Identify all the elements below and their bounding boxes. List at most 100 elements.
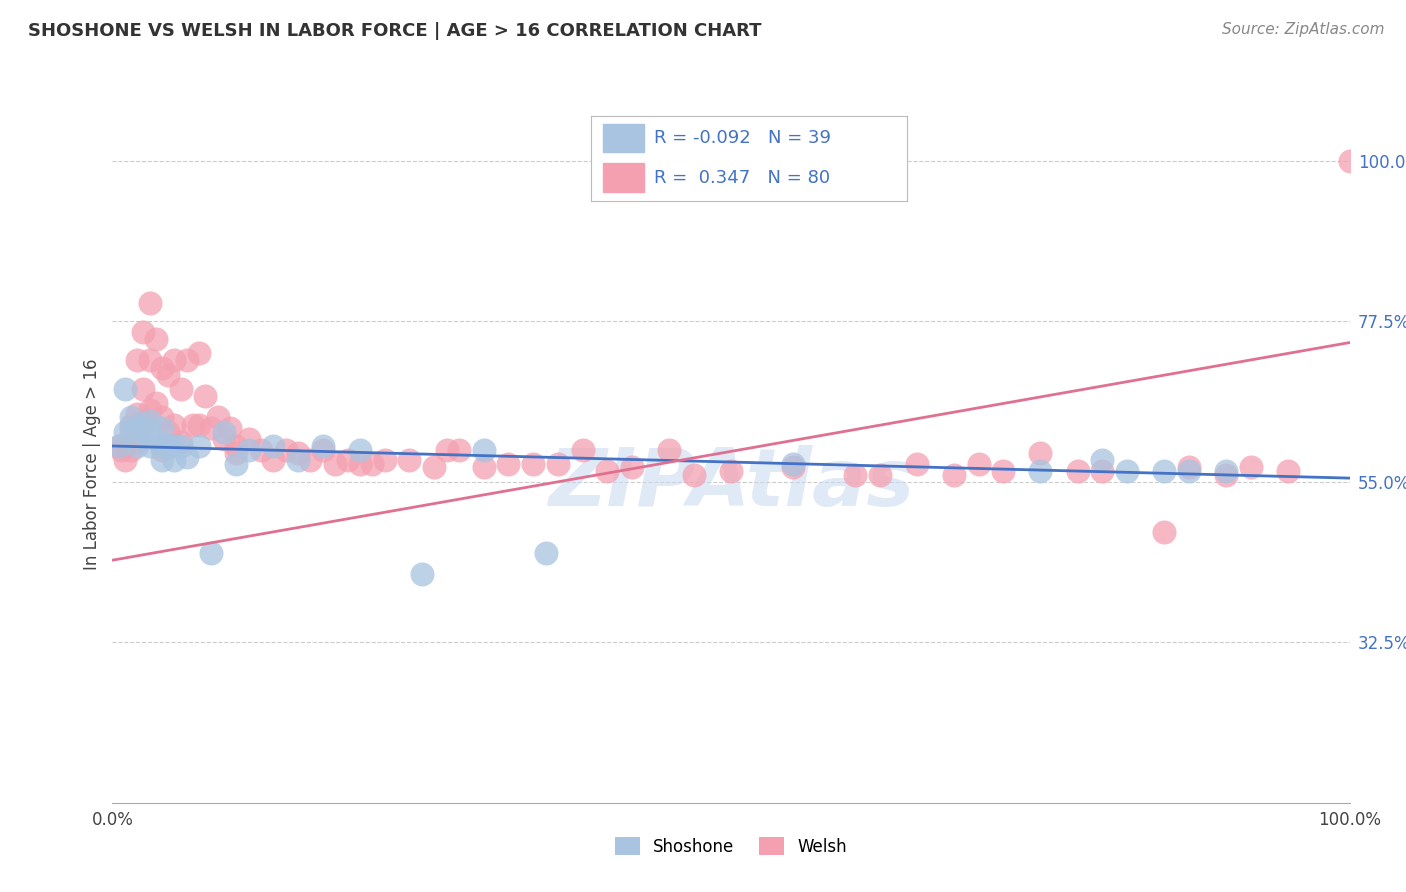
Point: [262, 453, 284, 467]
Point: [219, 421, 242, 435]
Point: [993, 464, 1015, 478]
Point: [114, 382, 136, 396]
Point: [163, 439, 186, 453]
Point: [1091, 464, 1114, 478]
Point: [114, 453, 136, 467]
Point: [374, 453, 396, 467]
Point: [967, 457, 990, 471]
Point: [157, 425, 180, 439]
Point: [120, 421, 142, 435]
Legend: Shoshone, Welsh: Shoshone, Welsh: [609, 830, 853, 863]
Point: [1277, 464, 1299, 478]
Point: [447, 442, 470, 457]
Point: [472, 442, 495, 457]
Point: [299, 453, 322, 467]
Point: [323, 457, 346, 471]
Point: [127, 421, 149, 435]
Point: [534, 546, 557, 560]
Point: [194, 389, 217, 403]
Point: [132, 325, 155, 339]
Point: [176, 353, 198, 368]
Point: [181, 417, 204, 432]
Point: [157, 368, 180, 382]
Point: [138, 353, 160, 368]
Point: [207, 410, 229, 425]
Point: [145, 332, 167, 346]
Point: [120, 410, 142, 425]
Point: [163, 453, 186, 467]
Point: [127, 407, 149, 421]
Point: [212, 432, 235, 446]
Point: [127, 435, 149, 450]
Y-axis label: In Labor Force | Age > 16: In Labor Force | Age > 16: [83, 358, 101, 570]
Point: [127, 439, 149, 453]
Point: [1029, 464, 1052, 478]
Point: [1339, 153, 1361, 168]
Point: [1091, 453, 1114, 467]
Point: [138, 439, 160, 453]
Text: R =  0.347   N = 80: R = 0.347 N = 80: [654, 169, 830, 186]
Point: [596, 464, 619, 478]
Point: [1178, 464, 1201, 478]
Point: [287, 453, 309, 467]
Point: [1215, 467, 1237, 482]
Point: [132, 417, 155, 432]
Point: [782, 460, 804, 475]
Point: [398, 453, 420, 467]
Text: SHOSHONE VS WELSH IN LABOR FORCE | AGE > 16 CORRELATION CHART: SHOSHONE VS WELSH IN LABOR FORCE | AGE >…: [28, 22, 762, 40]
Point: [349, 457, 371, 471]
Point: [114, 439, 136, 453]
Point: [132, 414, 155, 428]
Point: [1116, 464, 1139, 478]
Point: [522, 457, 544, 471]
Point: [436, 442, 458, 457]
Point: [1240, 460, 1263, 475]
Point: [844, 467, 866, 482]
Point: [238, 432, 260, 446]
Point: [423, 460, 446, 475]
Point: [145, 396, 167, 410]
Point: [411, 567, 433, 582]
Point: [157, 439, 180, 453]
Point: [150, 442, 173, 457]
Point: [336, 453, 359, 467]
Point: [658, 442, 681, 457]
Point: [150, 453, 173, 467]
Text: R = -0.092   N = 39: R = -0.092 N = 39: [654, 129, 831, 147]
Point: [212, 425, 235, 439]
Point: [138, 414, 160, 428]
Point: [169, 382, 191, 396]
Point: [571, 442, 593, 457]
Point: [169, 435, 191, 450]
Point: [127, 353, 149, 368]
Point: [150, 439, 173, 453]
Point: [145, 432, 167, 446]
Point: [287, 446, 309, 460]
Point: [312, 439, 335, 453]
Point: [114, 425, 136, 439]
Point: [869, 467, 891, 482]
Bar: [603, 163, 644, 192]
Point: [132, 382, 155, 396]
Point: [200, 421, 222, 435]
Point: [107, 439, 129, 453]
Point: [107, 439, 129, 453]
Point: [498, 457, 520, 471]
Bar: [603, 124, 644, 153]
Point: [472, 460, 495, 475]
Point: [188, 439, 211, 453]
Point: [120, 428, 142, 442]
Point: [110, 442, 132, 457]
Point: [1215, 464, 1237, 478]
Point: [188, 417, 211, 432]
Point: [274, 442, 297, 457]
Point: [312, 442, 335, 457]
Point: [225, 457, 247, 471]
Point: [163, 417, 186, 432]
Point: [1178, 460, 1201, 475]
Point: [120, 442, 142, 457]
Point: [176, 450, 198, 464]
Text: Source: ZipAtlas.com: Source: ZipAtlas.com: [1222, 22, 1385, 37]
Point: [225, 439, 247, 453]
Point: [163, 353, 186, 368]
